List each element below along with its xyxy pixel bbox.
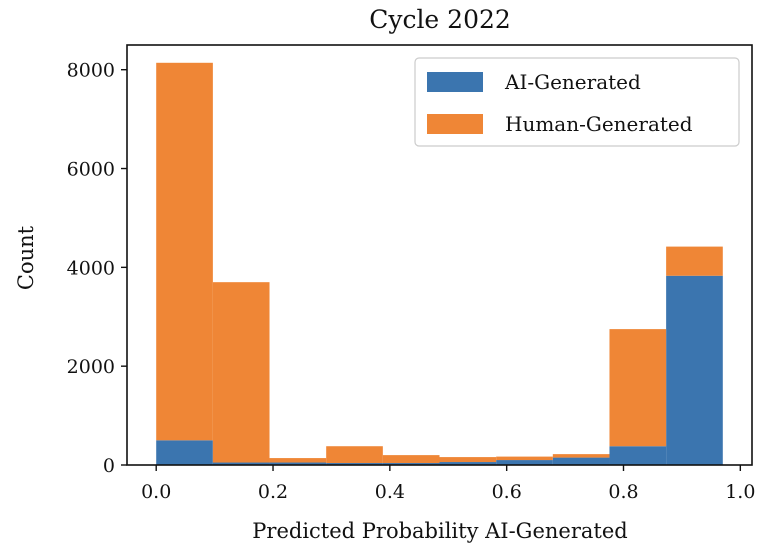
bar-ai-bin-9 bbox=[666, 275, 723, 465]
bar-ai-bin-4 bbox=[382, 463, 440, 465]
bar-human-bin-1 bbox=[212, 282, 270, 463]
x-tick-label: 0.4 bbox=[375, 481, 405, 503]
legend-label-human: Human-Generated bbox=[505, 112, 693, 136]
bar-human-bin-9 bbox=[666, 246, 723, 276]
y-tick-label: 4000 bbox=[67, 257, 115, 279]
plot-frame bbox=[126, 44, 753, 466]
x-tick-label: 0.0 bbox=[141, 481, 171, 503]
bar-human-bin-3 bbox=[326, 446, 383, 464]
bars-layer bbox=[156, 62, 723, 465]
chart-title: Cycle 2022 bbox=[369, 5, 511, 34]
y-tick-label: 8000 bbox=[67, 60, 115, 82]
legend-label-ai: AI-Generated bbox=[504, 70, 641, 94]
y-axis-label: Count bbox=[14, 225, 38, 290]
bar-ai-bin-3 bbox=[326, 463, 383, 465]
bar-ai-bin-8 bbox=[609, 446, 667, 465]
bar-human-bin-2 bbox=[269, 458, 327, 463]
x-axis-label: Predicted Probability AI-Generated bbox=[252, 519, 627, 543]
y-tick-label: 2000 bbox=[67, 356, 115, 378]
x-tick-label: 0.2 bbox=[258, 481, 288, 503]
bar-human-bin-5 bbox=[439, 457, 497, 463]
bar-ai-bin-2 bbox=[269, 462, 327, 465]
legend-swatch-human bbox=[427, 114, 483, 134]
bar-ai-bin-1 bbox=[212, 462, 270, 465]
x-tick-label: 1.0 bbox=[725, 481, 755, 503]
bar-ai-bin-0 bbox=[156, 440, 213, 465]
x-tick-label: 0.6 bbox=[492, 481, 522, 503]
bar-human-bin-0 bbox=[156, 62, 213, 441]
y-tick-label: 0 bbox=[103, 455, 115, 477]
legend-swatch-ai bbox=[427, 72, 483, 92]
x-tick-label: 0.8 bbox=[608, 481, 638, 503]
bar-human-bin-7 bbox=[552, 454, 610, 458]
bar-ai-bin-7 bbox=[552, 457, 610, 465]
bar-ai-bin-6 bbox=[496, 460, 553, 465]
bar-ai-bin-5 bbox=[439, 462, 497, 465]
y-tick-label: 6000 bbox=[67, 159, 115, 181]
bar-human-bin-8 bbox=[609, 329, 667, 447]
legend-box bbox=[414, 57, 740, 147]
bar-human-bin-4 bbox=[382, 455, 440, 464]
legend: AI-Generated Human-Generated bbox=[414, 57, 740, 147]
bar-human-bin-6 bbox=[496, 456, 553, 461]
axes-layer: 0.0 0.2 0.4 0.6 0.8 1.0 0 2000 4000 6000 8000 bbox=[67, 44, 755, 503]
